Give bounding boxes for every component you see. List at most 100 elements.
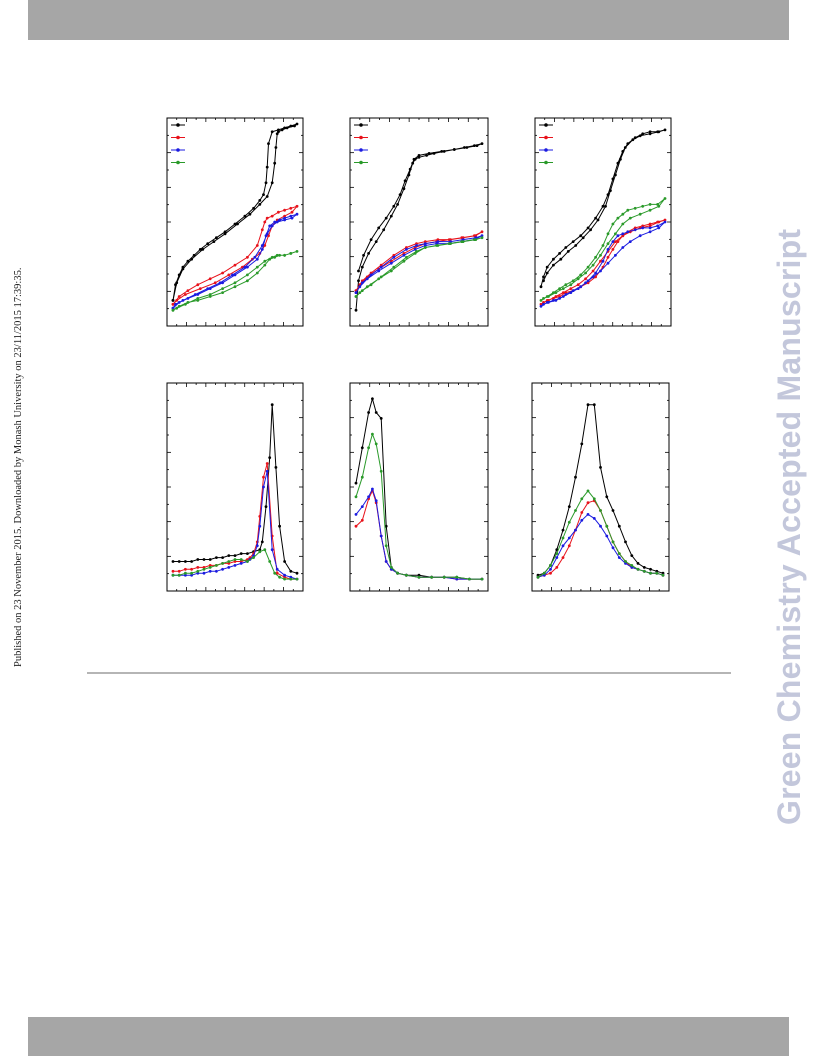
data-point (663, 197, 667, 200)
data-point (367, 252, 370, 255)
data-point (558, 297, 561, 300)
header-band (28, 0, 789, 40)
data-point (415, 244, 418, 247)
caption-rule (87, 672, 731, 674)
data-point (552, 263, 555, 267)
data-point (413, 248, 417, 251)
data-point (396, 571, 399, 575)
data-point (186, 301, 190, 304)
data-point (425, 154, 428, 157)
data-point (569, 291, 573, 294)
series-line-red (355, 489, 482, 580)
data-point (460, 240, 464, 244)
data-point (202, 558, 206, 561)
data-point (567, 544, 571, 548)
data-point (233, 222, 237, 226)
data-point (268, 224, 272, 228)
data-point (642, 569, 646, 573)
data-point (617, 552, 621, 555)
data-point (184, 560, 187, 563)
data-point (246, 279, 249, 283)
data-point (382, 228, 386, 232)
data-point (584, 281, 587, 285)
data-point (389, 566, 393, 569)
data-point (196, 297, 200, 300)
data-point (265, 165, 269, 169)
data-point (606, 255, 610, 259)
data-point (248, 212, 252, 216)
data-point (554, 291, 558, 294)
data-point (365, 285, 369, 289)
data-point (657, 220, 661, 224)
data-point (594, 255, 597, 259)
data-point (196, 569, 200, 573)
data-point (480, 234, 484, 238)
data-point (243, 265, 247, 269)
data-point (614, 232, 617, 236)
data-point (184, 571, 187, 575)
data-point (268, 257, 272, 261)
data-point (196, 558, 200, 561)
data-point (638, 134, 642, 138)
data-point (579, 285, 583, 289)
data-point (452, 148, 456, 151)
data-point (655, 571, 659, 575)
data-point (392, 255, 396, 259)
data-point (623, 146, 627, 149)
data-point (379, 417, 383, 420)
data-point (442, 150, 446, 153)
legend-marker (544, 160, 548, 165)
data-point (648, 230, 652, 234)
series-line-black (355, 143, 483, 311)
series-line-green (540, 198, 666, 301)
data-point (564, 246, 568, 249)
data-point (579, 273, 583, 277)
data-point (221, 291, 225, 294)
data-point (580, 511, 584, 514)
data-point (402, 253, 406, 257)
data-point (584, 271, 587, 275)
data-point (641, 226, 645, 230)
data-point (295, 571, 299, 575)
data-point (616, 234, 620, 238)
data-point (246, 255, 249, 259)
data-point (258, 199, 262, 202)
data-point (255, 544, 259, 548)
data-point (265, 195, 269, 198)
series-line-black (355, 396, 482, 580)
data-point (555, 556, 559, 559)
data-point (379, 265, 383, 269)
data-point (614, 253, 617, 257)
data-point (263, 548, 267, 552)
data-point (648, 203, 652, 206)
legend-marker (359, 160, 363, 165)
data-point (275, 571, 279, 575)
data-point (586, 489, 590, 493)
data-point (246, 552, 249, 555)
data-point (202, 567, 206, 571)
data-point (605, 495, 609, 499)
data-point (606, 248, 610, 251)
data-point (177, 295, 181, 298)
data-point (270, 130, 274, 134)
footer-band (28, 1017, 789, 1056)
series-line-green (355, 432, 482, 580)
data-point (354, 495, 358, 499)
data-point (606, 261, 610, 265)
data-point (265, 216, 269, 220)
data-point (221, 567, 225, 571)
data-point (258, 203, 262, 206)
data-point (542, 302, 545, 306)
data-point (435, 244, 438, 247)
data-point (263, 259, 267, 263)
axis-frame (534, 117, 672, 327)
data-point (360, 265, 364, 269)
data-point (177, 301, 181, 304)
data-point (423, 246, 427, 249)
data-point (402, 259, 406, 263)
data-point (555, 548, 559, 552)
data-point (389, 214, 393, 218)
data-point (354, 308, 358, 312)
data-point (171, 308, 175, 312)
data-point (201, 248, 205, 251)
